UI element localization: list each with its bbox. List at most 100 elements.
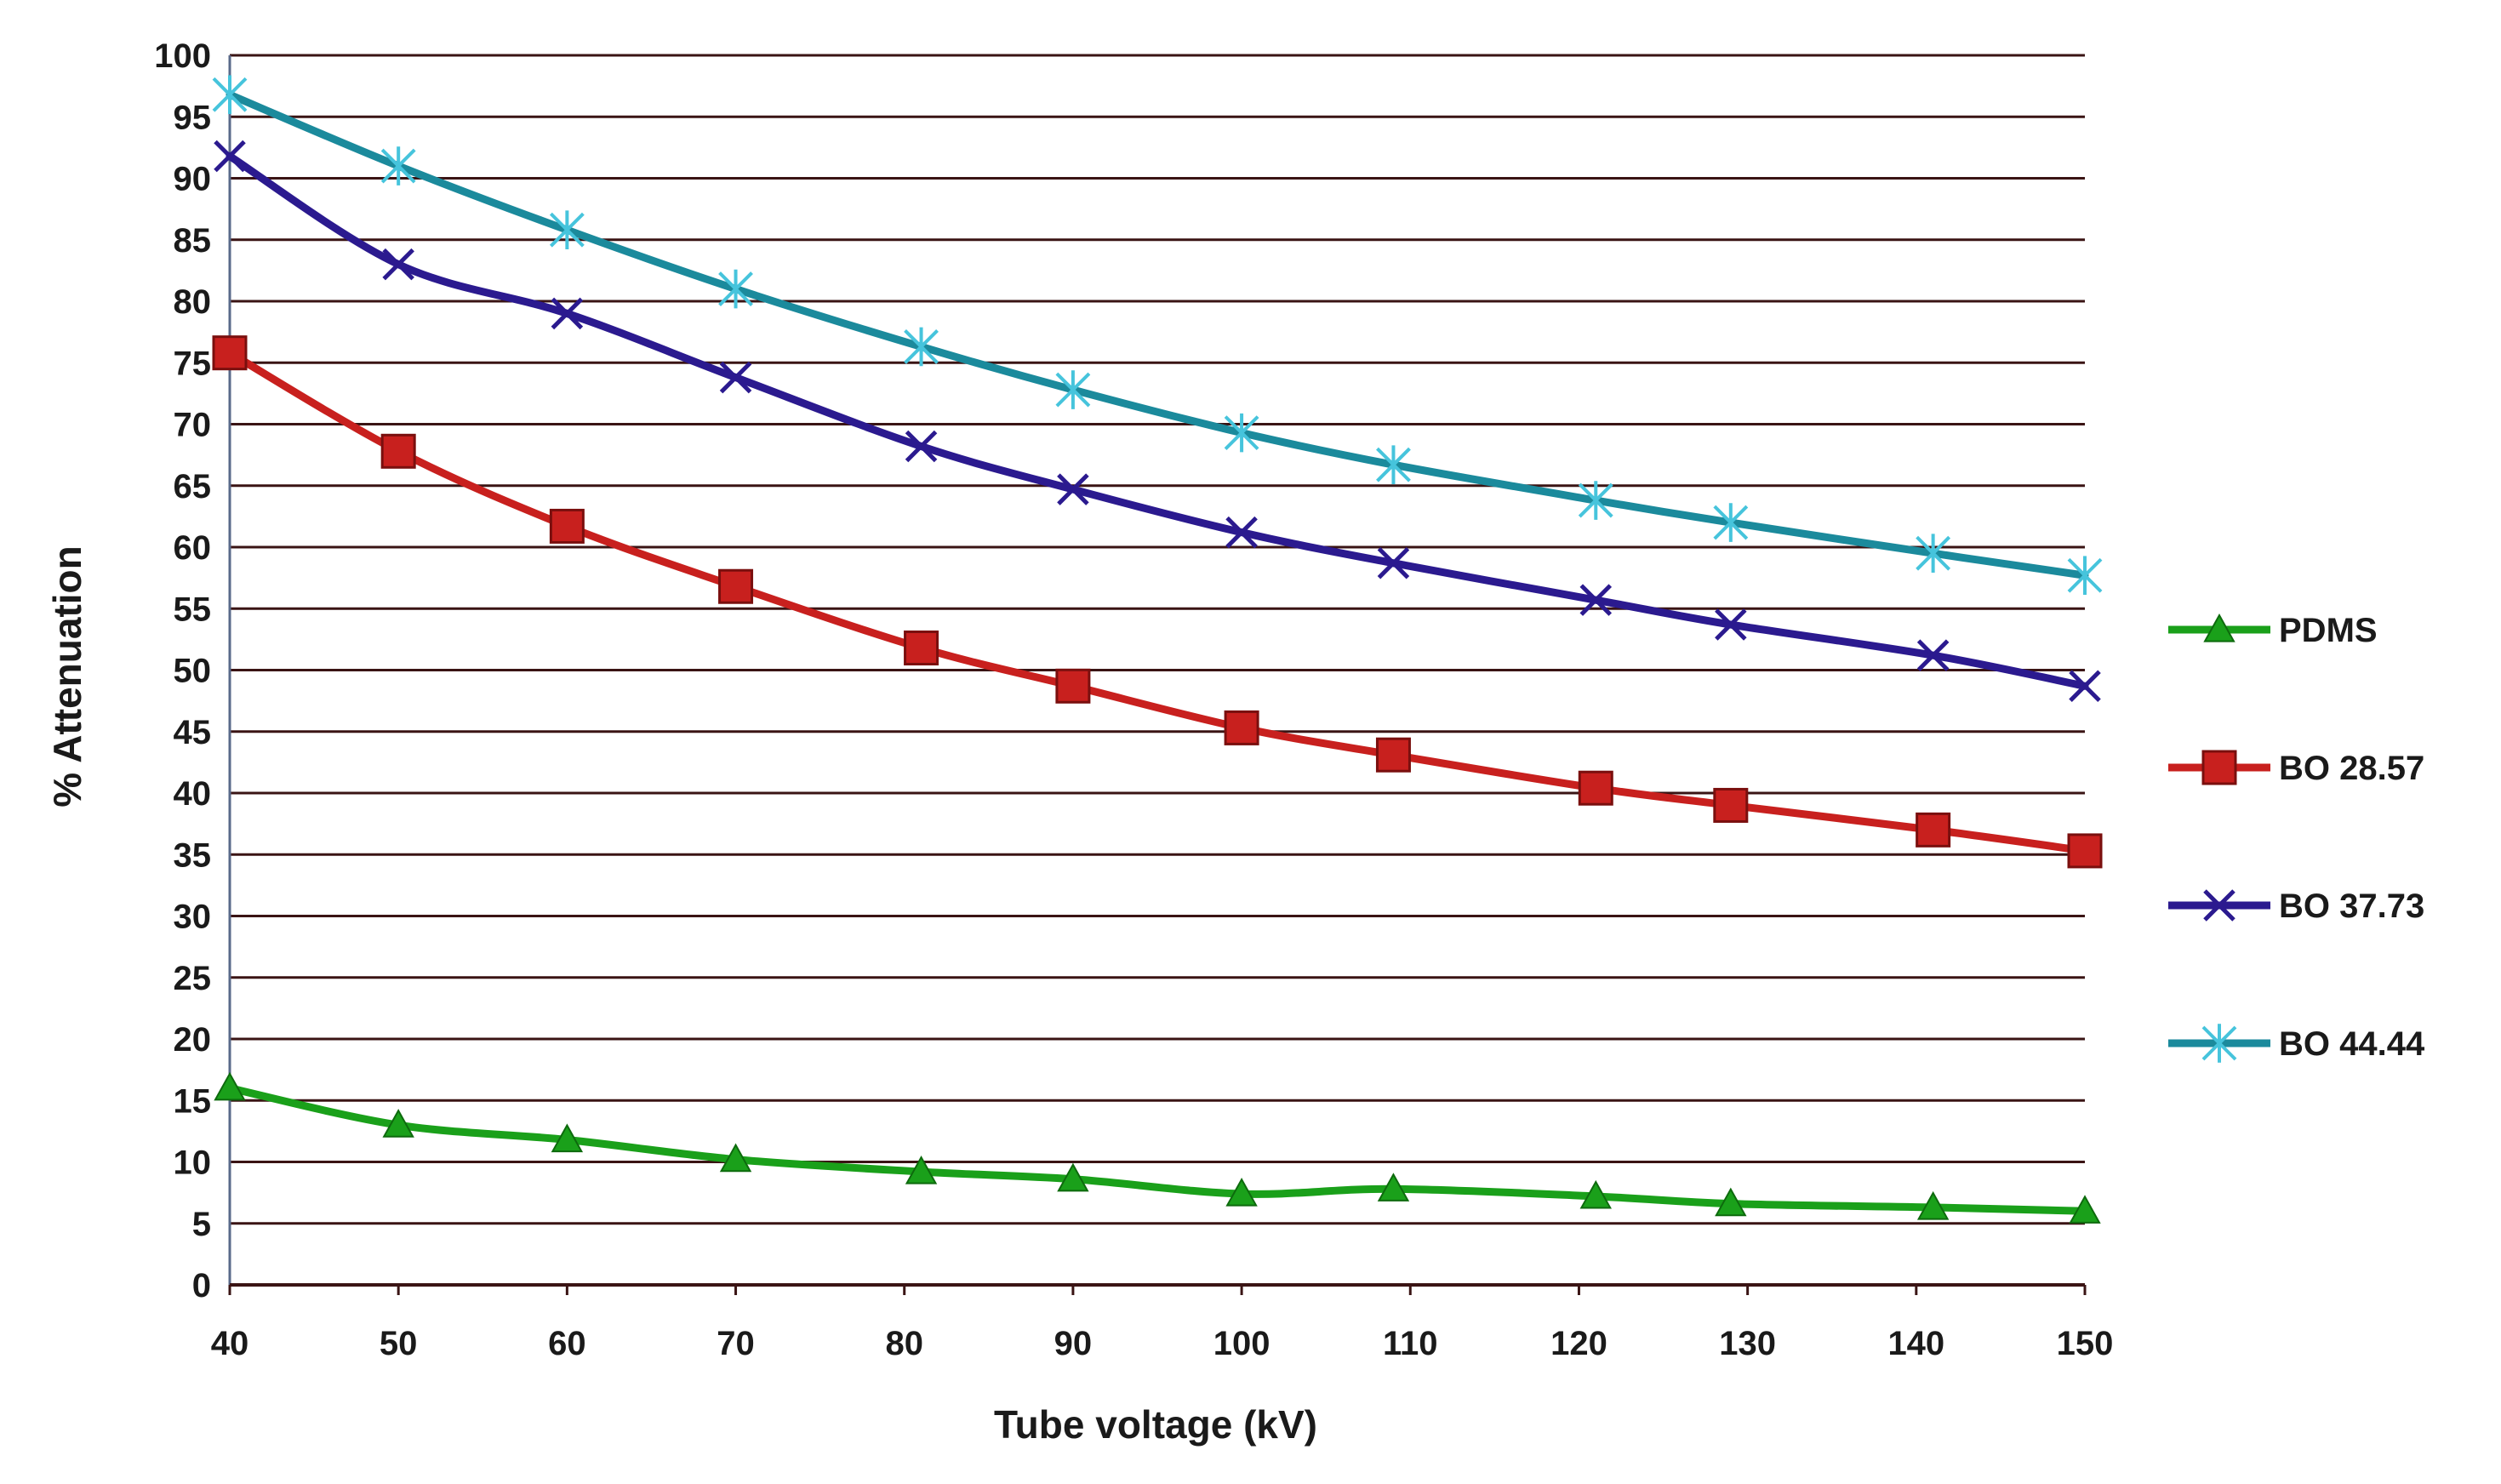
y-tick-label: 100 [154, 37, 211, 75]
data-point-bo-28-57 [380, 433, 416, 469]
series-bo-44-44 [212, 75, 2103, 596]
data-point-bo-37-73-stroke [905, 430, 938, 463]
data-point-bo-44-44 [718, 269, 753, 309]
x-tick-label: 140 [1887, 1325, 1944, 1362]
y-tick-label: 5 [192, 1206, 211, 1243]
data-point-bo-28-57 [1224, 710, 1259, 745]
legend-item-bo-37-73: BO 37.73 [2168, 888, 2424, 925]
x-tick-label: 130 [1719, 1325, 1776, 1362]
y-tick-label: 85 [174, 222, 212, 260]
x-tick-label: 50 [380, 1325, 418, 1362]
data-point-bo-28-57 [1055, 668, 1091, 704]
data-point-bo-37-73-stroke [382, 248, 414, 281]
x-axis-title: Tube voltage (kV) [994, 1402, 1317, 1447]
data-point-bo-37-73 [2069, 670, 2101, 703]
y-tick-label: 75 [174, 345, 212, 382]
y-tick-label: 65 [174, 468, 212, 505]
y-tick-label: 10 [174, 1144, 212, 1182]
data-point-bo-44-44 [1713, 503, 1749, 542]
x-tick-label: 80 [885, 1325, 923, 1362]
data-point-bo-44-44 [1578, 481, 1613, 520]
data-point-bo-37-73 [214, 140, 246, 173]
data-point-pdms [1715, 1187, 1747, 1217]
y-tick-label: 0 [192, 1267, 211, 1304]
data-point-bo-37-73-stroke [1715, 608, 1747, 641]
data-point-pdms [551, 1123, 584, 1153]
legend-marker [2203, 613, 2235, 642]
series-line-bo-44-44 [226, 90, 2089, 579]
y-tick-label: 40 [174, 775, 212, 813]
legend-item-bo-28-57: BO 28.57 [2168, 750, 2424, 787]
data-point-bo-37-73 [382, 248, 414, 281]
data-point-bo-28-57 [1578, 770, 1613, 806]
y-axis-title: % Attenuation [45, 545, 89, 808]
data-point-bo-44-44 [380, 146, 416, 186]
y-tick-label: 20 [174, 1021, 212, 1059]
series-line-bo-37-73 [226, 151, 2089, 690]
data-point-pdms [1225, 1178, 1258, 1207]
legend-label: BO 44.44 [2279, 1025, 2425, 1063]
legend-item-bo-44-44: BO 44.44 [2168, 1024, 2425, 1063]
data-point-bo-44-44 [1376, 445, 1411, 484]
x-tick-label: 120 [1550, 1325, 1607, 1362]
data-point-pdms [1377, 1173, 1410, 1201]
data-point-bo-28-57 [1713, 787, 1749, 823]
y-tick-label: 70 [174, 407, 212, 444]
data-point-bo-28-57 [718, 568, 754, 604]
data-point-bo-44-44 [212, 75, 248, 115]
data-point-bo-28-57 [2067, 833, 2103, 869]
data-point-pdms [719, 1143, 752, 1173]
y-tick-label: 15 [174, 1082, 212, 1120]
x-tick-label: 40 [211, 1325, 249, 1362]
data-point-bo-37-73 [1225, 516, 1258, 549]
legend-label: PDMS [2279, 612, 2378, 649]
y-tick-label: 60 [174, 529, 212, 567]
legend-label: BO 37.73 [2279, 888, 2424, 925]
data-point-bo-44-44 [1224, 413, 1259, 453]
series-line-pdms [226, 1084, 2089, 1215]
data-point-bo-37-73 [551, 297, 584, 330]
data-point-bo-44-44 [904, 327, 939, 367]
legend-marker [2201, 750, 2237, 785]
data-point-bo-37-73-stroke [214, 140, 246, 173]
data-point-bo-28-57 [212, 335, 248, 371]
x-tick-label: 60 [548, 1325, 586, 1362]
y-tick-label: 55 [174, 591, 212, 628]
x-tick-label: 110 [1383, 1325, 1438, 1362]
data-point-pdms [1579, 1179, 1612, 1209]
data-point-bo-37-73 [1579, 584, 1613, 616]
data-point-bo-37-73-stroke [1225, 516, 1258, 549]
data-point-pdms [905, 1156, 938, 1184]
data-point-bo-37-73-stroke [2069, 670, 2101, 703]
data-point-bo-37-73-stroke [719, 361, 752, 394]
legend-label: BO 28.57 [2279, 750, 2424, 787]
data-point-bo-37-73 [1377, 547, 1410, 579]
y-tick-label: 25 [174, 960, 212, 997]
data-point-bo-37-73-stroke [551, 297, 584, 330]
series-pdms [214, 1071, 2101, 1224]
data-point-bo-28-57 [1375, 737, 1411, 773]
x-tick-label: 70 [717, 1325, 755, 1362]
data-point-pdms [214, 1071, 246, 1101]
y-tick-label: 30 [174, 899, 212, 936]
data-point-bo-37-73 [905, 430, 938, 463]
data-point-pdms [382, 1109, 414, 1138]
x-tick-label: 150 [2057, 1325, 2114, 1362]
y-tick-label: 50 [174, 653, 212, 690]
data-point-bo-28-57 [904, 630, 939, 665]
y-tick-label: 45 [174, 714, 212, 751]
legend-item-pdms: PDMS [2168, 612, 2378, 649]
data-point-bo-37-73 [1916, 639, 1950, 671]
axes: 0 5 10 15 20 25 30 35 40 45 50 55 60 65 70 75 80 85 90 95 10… [154, 37, 2113, 1362]
legend: PDMS BO 28.57 BO 37.73 BO 44.44 [2168, 612, 2425, 1063]
data-point-bo-37-73 [1715, 608, 1747, 641]
data-point-bo-37-73 [1057, 473, 1089, 505]
y-tick-label: 80 [174, 283, 212, 321]
series-line-bo-28-57 [226, 349, 2089, 855]
y-tick-label: 90 [174, 161, 212, 198]
data-point-bo-44-44 [2067, 556, 2103, 596]
series-bo-28-57 [212, 335, 2103, 869]
legend-marker-stroke [2203, 889, 2235, 922]
data-point-bo-44-44 [549, 210, 585, 249]
